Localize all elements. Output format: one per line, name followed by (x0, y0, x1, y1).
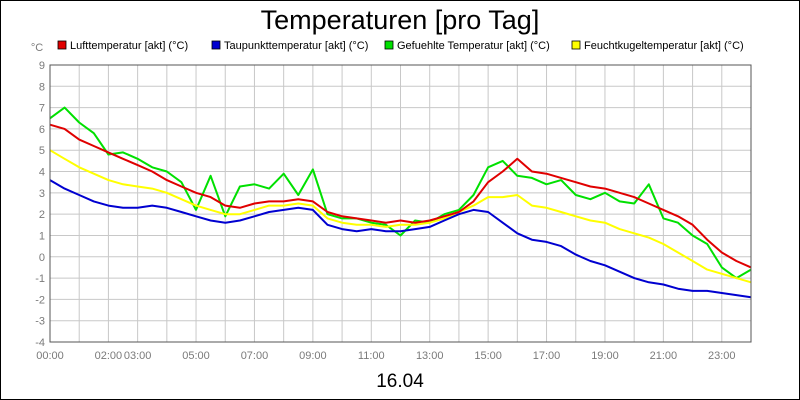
x-tick-label: 11:00 (358, 350, 385, 362)
x-tick-label: 09:00 (299, 350, 327, 362)
legend-label: Feuchtkugeltemperatur [akt] (°C) (584, 40, 744, 52)
x-tick-label: 21:00 (650, 350, 678, 362)
x-tick-label: 07:00 (241, 350, 269, 362)
series-line-3 (49, 106, 752, 280)
plot-area-border (49, 64, 752, 343)
x-tick-label: 17:00 (533, 350, 561, 362)
y-tick-label: 7 (39, 103, 45, 115)
y-tick-label: 0 (39, 252, 45, 264)
y-tick-label: -2 (35, 294, 45, 306)
legend-swatch (571, 40, 581, 50)
x-tick-label: 05:00 (182, 350, 210, 362)
y-tick-label: 4 (39, 167, 45, 179)
legend-label: Lufttemperatur [akt] (°C) (70, 40, 188, 52)
plot-lines (49, 106, 752, 299)
y-tick-label: 6 (39, 124, 45, 136)
legend-swatch (211, 40, 221, 50)
legend-swatch (384, 40, 394, 50)
y-tick-label: 9 (39, 60, 45, 72)
series-line-2 (49, 179, 752, 299)
x-tick-label: 03:00 (124, 350, 152, 362)
legend-label: Taupunkttemperatur [akt] (°C) (224, 40, 368, 52)
legend-label: Gefuehlte Temperatur [akt] (°C) (397, 40, 550, 52)
y-tick-label: 3 (39, 188, 45, 200)
y-tick-label: -1 (35, 273, 45, 285)
y-tick-label: -3 (35, 316, 45, 328)
date-label: 16.04 (376, 371, 424, 392)
y-unit-label: °C (31, 42, 43, 54)
y-tick-label: 5 (39, 145, 45, 157)
x-axis-ticks: 00:00 02:00 03:00 05:00 07:00 09:00 11:00 13:00… (36, 350, 735, 362)
legend: Lufttemperatur [akt] (°C) Taupunkttempera… (57, 40, 744, 52)
legend-swatch (57, 40, 67, 50)
x-tick-label: 00:00 (36, 350, 64, 362)
x-tick-label: 19:00 (591, 350, 619, 362)
x-tick-label: 02:00 (95, 350, 123, 362)
series-line-4 (49, 149, 752, 284)
x-tick-label: 13:00 (416, 350, 444, 362)
series-line-1 (49, 123, 752, 269)
grid (49, 64, 752, 343)
y-tick-label: 2 (39, 209, 45, 221)
y-tick-label: 1 (39, 230, 45, 242)
y-tick-label: 8 (39, 81, 45, 93)
chart-title: Temperaturen [pro Tag] (261, 5, 540, 35)
x-tick-label: 15:00 (474, 350, 502, 362)
y-tick-label: -4 (35, 337, 45, 349)
x-tick-label: 23:00 (708, 350, 736, 362)
y-axis-ticks: 9 8 7 6 5 4 3 2 1 0 -1 -2 -3 -4 (35, 60, 45, 349)
